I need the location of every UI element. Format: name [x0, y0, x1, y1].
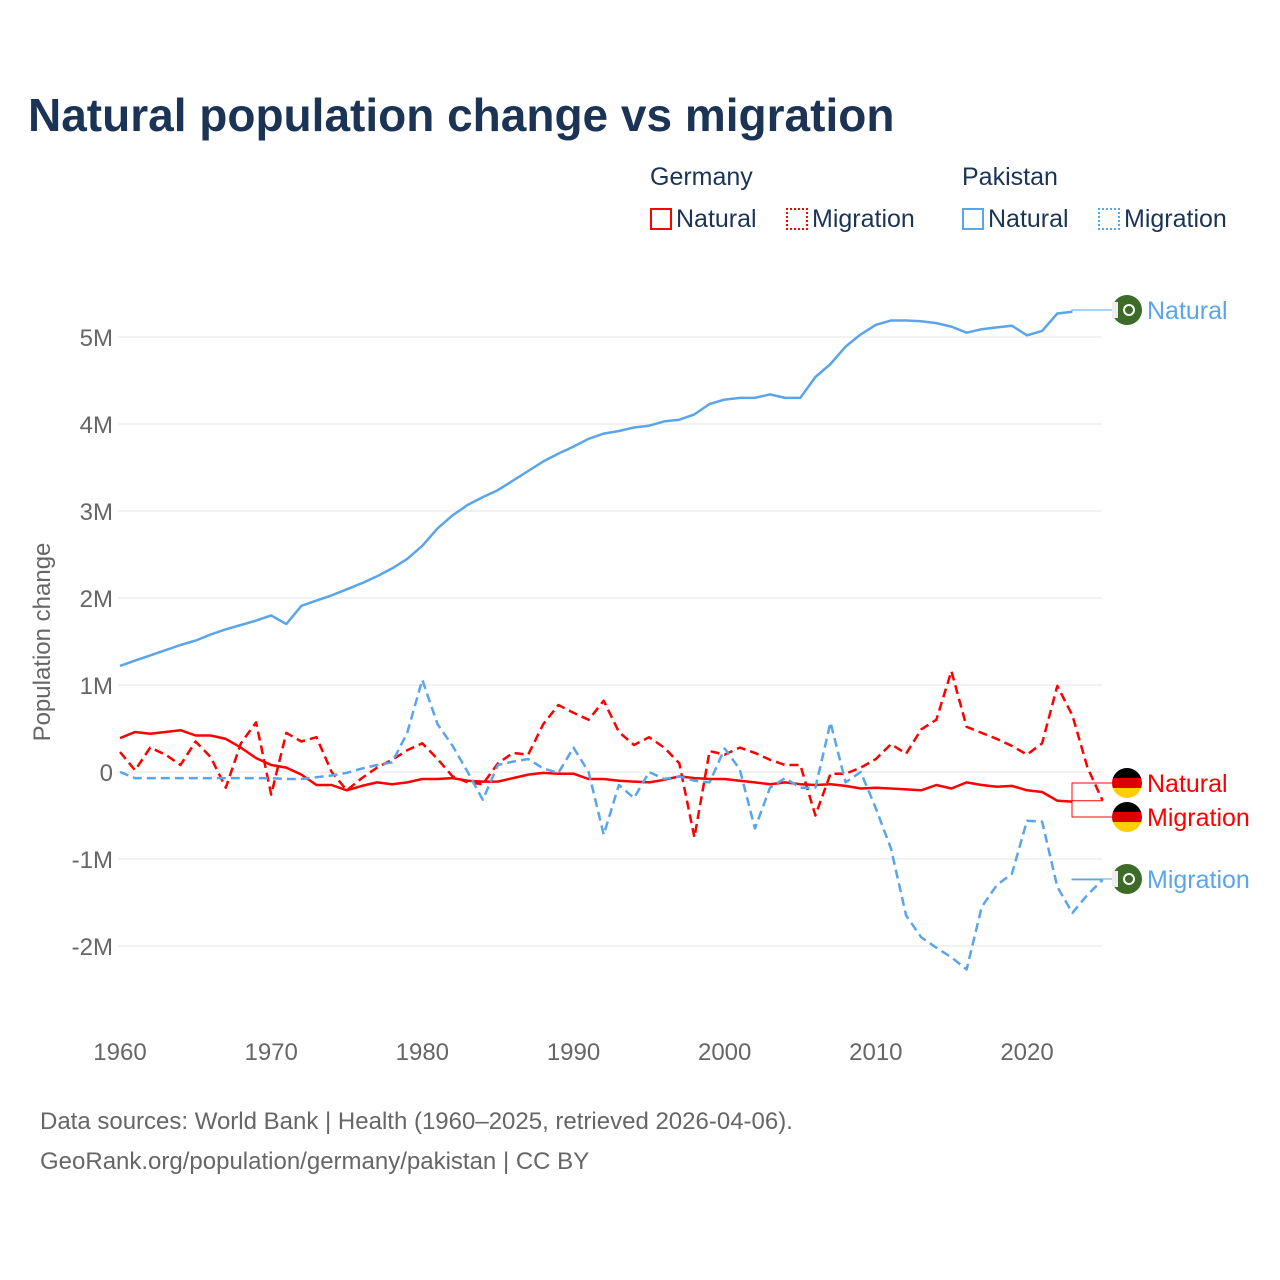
x-tick-label: 1990 [547, 1039, 600, 1066]
legend-label: Migration [1124, 205, 1227, 233]
end-label: Migration [1147, 804, 1250, 832]
legend-swatch-solid [962, 208, 984, 230]
footer-link[interactable]: GeoRank.org/population/germany/pakistan … [40, 1148, 590, 1175]
x-tick-label: 1980 [396, 1039, 449, 1066]
legend-group-germany: Germany [650, 163, 753, 191]
x-tick-label: 2020 [1000, 1039, 1053, 1066]
legend-pakistan-migration[interactable]: Migration [1098, 205, 1227, 234]
legend-pakistan-natural[interactable]: Natural [962, 205, 1069, 234]
x-tick-label: 2000 [698, 1039, 751, 1066]
y-tick-label: -1M [72, 847, 113, 874]
footer-sources: Data sources: World Bank | Health (1960–… [40, 1108, 793, 1135]
y-tick-label: 2M [80, 586, 113, 613]
x-tick-label: 2010 [849, 1039, 902, 1066]
x-tick-label: 1960 [93, 1039, 146, 1066]
pakistan-flag-band [1112, 871, 1118, 887]
label-connector [1071, 878, 1112, 881]
end-label: Natural [1147, 297, 1228, 325]
series-line-germany-natural [119, 728, 1073, 803]
legend-swatch-dotted [1098, 208, 1120, 230]
x-tick-label: 1970 [244, 1039, 297, 1066]
label-connector [1071, 309, 1112, 313]
series-line-germany-migration [119, 669, 1104, 839]
legend-label: Migration [812, 205, 915, 233]
series-line-pakistan-migration [119, 678, 1104, 971]
pakistan-flag-band [1112, 302, 1118, 318]
germany-flag-icon [1112, 768, 1142, 798]
germany-flag-icon [1112, 802, 1142, 832]
legend-germany-migration[interactable]: Migration [786, 205, 915, 234]
pakistan-flag-icon [1112, 295, 1142, 325]
legend-label: Natural [988, 205, 1069, 233]
y-tick-label: 3M [80, 499, 113, 526]
y-axis-label: Population change [29, 543, 56, 742]
label-connector [1071, 800, 1112, 818]
legend-label: Natural [676, 205, 757, 233]
y-tick-label: 1M [80, 673, 113, 700]
legend-germany-natural[interactable]: Natural [650, 205, 757, 234]
pakistan-flag-icon [1112, 864, 1142, 894]
y-tick-label: 0 [100, 760, 113, 787]
legend-swatch-solid [650, 208, 672, 230]
legend-swatch-dotted [786, 208, 808, 230]
y-tick-label: 5M [80, 325, 113, 352]
pakistan-flag-crescent [1123, 873, 1135, 885]
y-tick-label: -2M [72, 934, 113, 961]
chart-title: Natural population change vs migration [28, 89, 895, 141]
y-tick-label: 4M [80, 412, 113, 439]
label-connector [1071, 782, 1112, 803]
end-label: Migration [1147, 866, 1250, 894]
legend-group-pakistan: Pakistan [962, 163, 1058, 191]
series-line-pakistan-natural [119, 310, 1073, 668]
pakistan-flag-crescent [1123, 304, 1135, 316]
end-label: Natural [1147, 770, 1228, 798]
